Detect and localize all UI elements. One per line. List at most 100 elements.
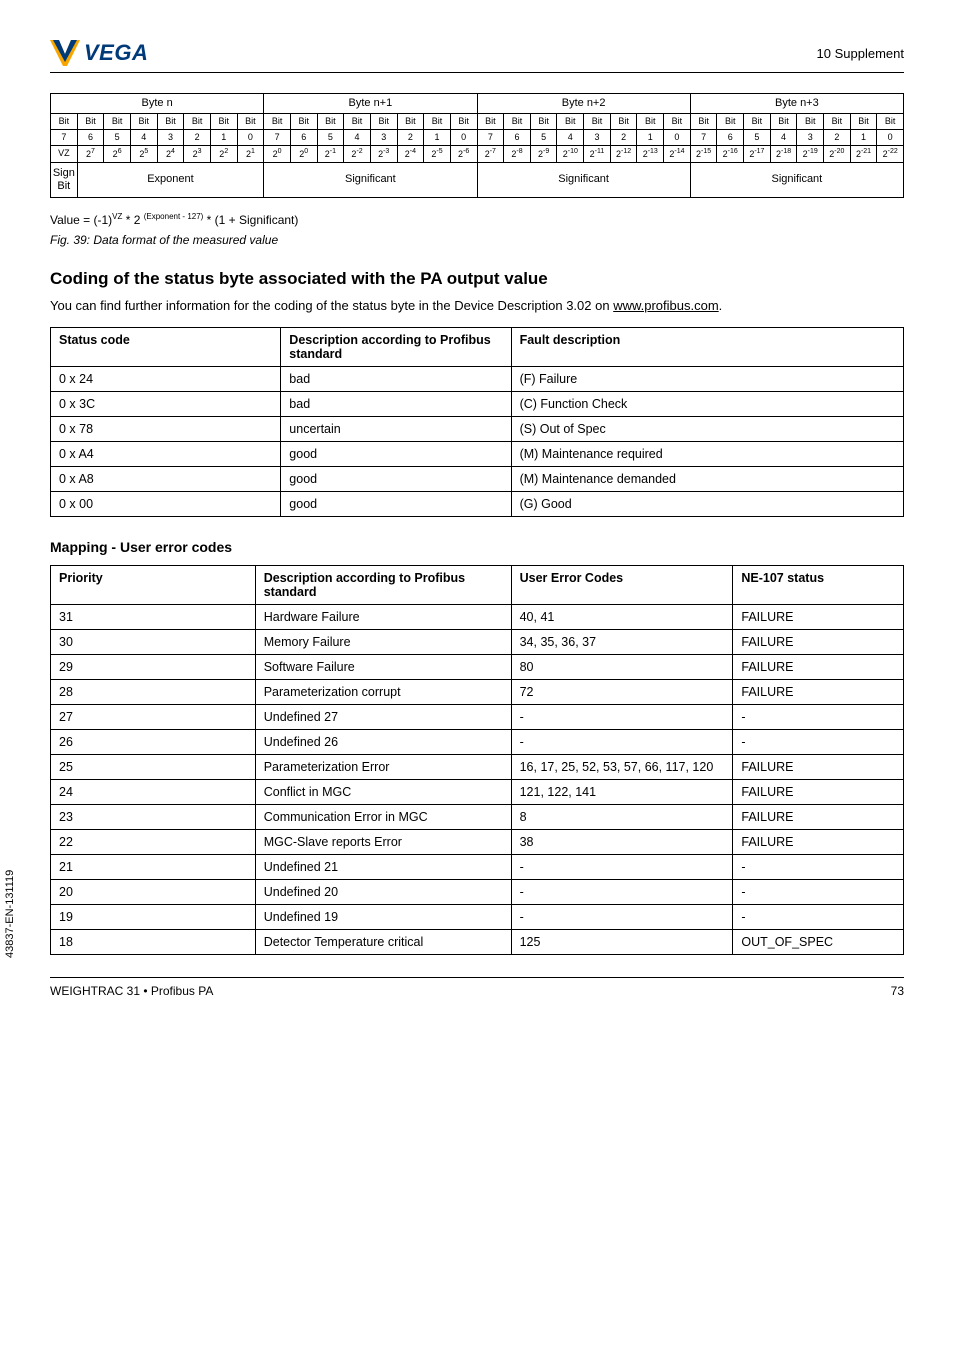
bit-label: Bit [770,114,797,130]
table-cell: good [281,491,511,516]
bit-label: Bit [797,114,824,130]
byte-section-label: Significant [690,162,903,197]
bit-label: Bit [610,114,637,130]
table-cell: 0 x A4 [51,441,281,466]
table-cell: 8 [511,804,733,829]
table-cell: Memory Failure [255,629,511,654]
table-cell: OUT_OF_SPEC [733,929,904,954]
bit-label: Bit [477,114,504,130]
bit-label: Bit [557,114,584,130]
table-cell: MGC-Slave reports Error [255,829,511,854]
power-cell: 26 [104,145,131,162]
bit-index: 5 [104,129,131,145]
bit-index: 4 [130,129,157,145]
bit-index: 7 [51,129,78,145]
byte-section-label: Sign Bit [51,162,78,197]
table-cell: (F) Failure [511,366,903,391]
coding-paragraph: You can find further information for the… [50,297,904,315]
table-cell: Undefined 26 [255,729,511,754]
bit-label: Bit [450,114,477,130]
bit-index: 3 [157,129,184,145]
bit-label: Bit [77,114,104,130]
table-cell: 26 [51,729,256,754]
power-cell: 27 [77,145,104,162]
power-cell: 2-2 [344,145,371,162]
bit-label: Bit [850,114,877,130]
bit-index: 1 [210,129,237,145]
formula-suffix: * (1 + Significant) [203,213,298,227]
power-cell: 22 [210,145,237,162]
table-cell: FAILURE [733,654,904,679]
table-cell: 20 [51,879,256,904]
bit-index: 4 [557,129,584,145]
bit-label: Bit [104,114,131,130]
bit-label: Bit [264,114,291,130]
bit-label: Bit [504,114,531,130]
formula-exp: (Exponent - 127) [144,212,204,221]
table-header: NE-107 status [733,565,904,604]
table-cell: 21 [51,854,256,879]
power-cell: 20 [290,145,317,162]
table-row: 0 x 3Cbad(C) Function Check [51,391,904,416]
table-cell: 0 x 3C [51,391,281,416]
table-row: 26Undefined 26-- [51,729,904,754]
table-cell: Parameterization corrupt [255,679,511,704]
bit-label: Bit [877,114,904,130]
table-cell: 24 [51,779,256,804]
profibus-link[interactable]: www.profibus.com [613,298,718,313]
table-cell: 30 [51,629,256,654]
table-cell: Conflict in MGC [255,779,511,804]
footer-page-number: 73 [891,984,904,998]
table-cell: FAILURE [733,604,904,629]
power-cell: 2-22 [877,145,904,162]
coding-text-2: . [719,298,723,313]
bit-label: Bit [344,114,371,130]
bit-index: 6 [290,129,317,145]
bit-label: Bit [584,114,611,130]
table-cell: (M) Maintenance required [511,441,903,466]
table-row: 21Undefined 21-- [51,854,904,879]
power-cell: 2-8 [504,145,531,162]
bit-label: Bit [424,114,451,130]
table-row: 30Memory Failure34, 35, 36, 37FAILURE [51,629,904,654]
power-cell: 2-6 [450,145,477,162]
table-cell: 0 x 24 [51,366,281,391]
table-header: Status code [51,327,281,366]
table-cell: - [511,904,733,929]
table-header: User Error Codes [511,565,733,604]
bit-label: Bit [237,114,264,130]
byte-section-label: Significant [477,162,690,197]
bit-label: Bit [824,114,851,130]
table-cell: 31 [51,604,256,629]
table-cell: Software Failure [255,654,511,679]
mapping-heading: Mapping - User error codes [50,539,904,555]
bit-label: Bit [210,114,237,130]
bit-index: 1 [424,129,451,145]
table-cell: - [733,854,904,879]
bit-index: 6 [717,129,744,145]
bit-index: 1 [850,129,877,145]
power-cell: 2-12 [610,145,637,162]
power-cell: 2-1 [317,145,344,162]
bit-index: 4 [344,129,371,145]
formula-mid: * 2 [122,213,143,227]
bit-label: Bit [317,114,344,130]
table-row: 24Conflict in MGC121, 122, 141FAILURE [51,779,904,804]
table-cell: Detector Temperature critical [255,929,511,954]
bit-index: 7 [477,129,504,145]
table-cell: 28 [51,679,256,704]
table-row: 27Undefined 27-- [51,704,904,729]
power-cell: 2-10 [557,145,584,162]
table-cell: FAILURE [733,829,904,854]
formula-prefix: Value = (-1) [50,213,112,227]
table-cell: good [281,466,511,491]
byte-group-header: Byte n [51,94,264,114]
table-row: 18Detector Temperature critical125OUT_OF… [51,929,904,954]
vz-cell: VZ [51,145,78,162]
table-cell: Undefined 21 [255,854,511,879]
bit-index: 2 [610,129,637,145]
bit-label: Bit [184,114,211,130]
power-cell: 2-4 [397,145,424,162]
bit-index: 0 [237,129,264,145]
bit-index: 5 [530,129,557,145]
